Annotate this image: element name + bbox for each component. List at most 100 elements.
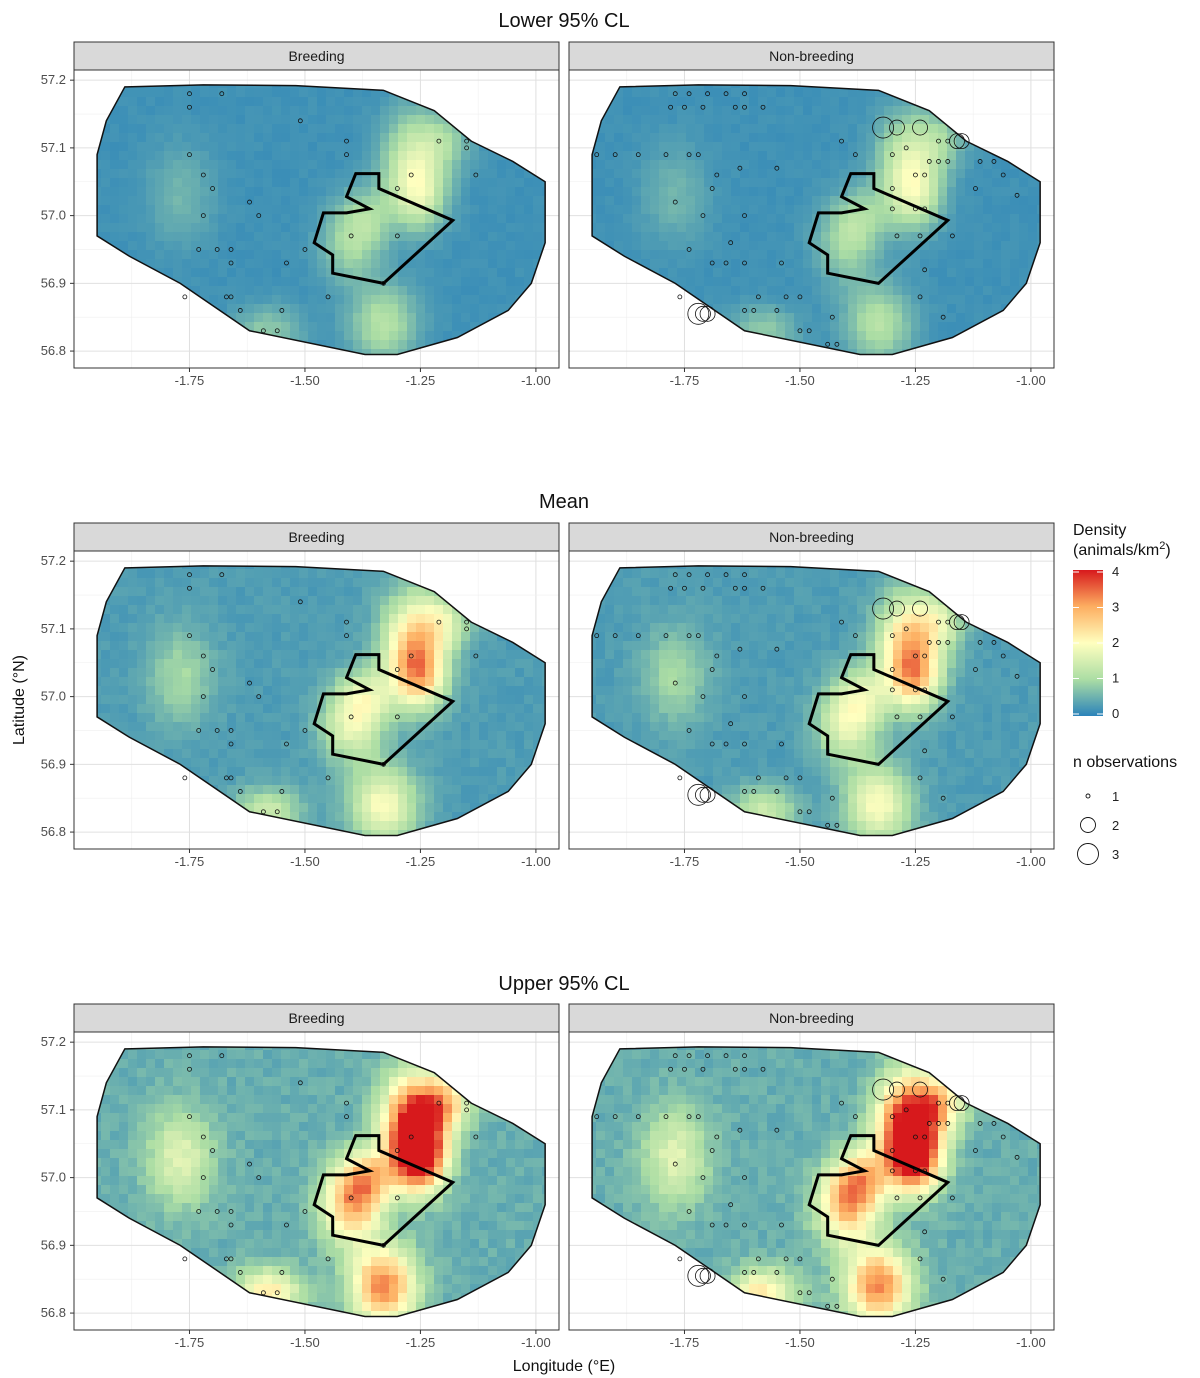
size-legend-items: 1 2 3: [1077, 789, 1119, 865]
observation-point: [256, 213, 262, 219]
observation-point: [394, 714, 400, 720]
observation-point: [709, 1148, 715, 1153]
density-legend: Density (animals/km2) 4 3 2 1 0: [1073, 522, 1171, 721]
observation-point: [196, 1209, 202, 1214]
observation-point: [742, 1066, 747, 1072]
observation-point: [284, 741, 289, 747]
observation-point: [723, 741, 729, 747]
observation-point: [737, 1127, 743, 1133]
density-tick-label: 2: [1112, 635, 1119, 650]
observation-point: [187, 152, 192, 158]
observation-point: [806, 809, 812, 815]
observation-point: [187, 585, 192, 591]
observation-point: [889, 1148, 895, 1153]
observation-point: [247, 1161, 252, 1167]
observation-point: [973, 1148, 978, 1153]
x-tick-label: -1.50: [290, 373, 320, 388]
observation-point: [922, 1168, 928, 1174]
observation-point: [774, 1270, 780, 1275]
observation-point: [612, 1114, 618, 1120]
observation-point: [682, 104, 687, 110]
observation-point: [594, 633, 600, 639]
observation-point: [742, 1222, 747, 1228]
observation-point: [797, 775, 803, 781]
observation-point: [797, 1290, 803, 1296]
observation-point: [344, 1114, 349, 1120]
observation-point: [302, 1209, 308, 1214]
panel-border: [73, 550, 560, 850]
observation-point: [247, 680, 252, 686]
observation-point: [829, 1276, 835, 1282]
observation-point: [872, 597, 894, 620]
observation-point: [774, 789, 780, 794]
observation-point: [473, 1134, 479, 1140]
density-legend-title: Density: [1073, 522, 1126, 539]
observation-point: [732, 1066, 738, 1072]
observation-point: [672, 199, 678, 205]
observation-point: [760, 585, 766, 591]
observation-point: [187, 1114, 192, 1120]
observation-point: [279, 1270, 285, 1275]
observation-point: [922, 267, 928, 273]
observation-point: [663, 1114, 669, 1120]
observation-point: [473, 653, 479, 659]
observation-point: [695, 305, 711, 322]
observation-point: [279, 789, 285, 794]
observation-point: [260, 328, 266, 334]
observation-point: [728, 721, 734, 727]
observation-point: [903, 626, 909, 632]
y-tick-label: 57.2: [41, 72, 66, 87]
y-tick-label: 56.9: [41, 756, 66, 771]
observation-point: [464, 1107, 470, 1113]
observation-point: [922, 687, 928, 693]
density-tick-label: 1: [1112, 671, 1119, 686]
observation-point: [677, 775, 683, 781]
observation-point: [635, 633, 641, 639]
observation-point: [228, 1209, 234, 1214]
observation-point: [344, 138, 349, 144]
observation-point: [945, 159, 951, 164]
observation-point: [755, 294, 761, 300]
observation-point: [224, 294, 229, 300]
observation-point: [940, 795, 946, 801]
observation-points: [182, 91, 479, 334]
observation-point: [889, 633, 895, 639]
observation-point: [672, 572, 678, 578]
observation-point: [187, 1066, 192, 1072]
observation-point: [687, 1264, 710, 1287]
observation-point: [695, 152, 701, 158]
observation-point: [889, 1081, 905, 1098]
size-legend-label: 1: [1112, 789, 1119, 804]
observation-point: [182, 1256, 188, 1262]
y-tick-label: 56.8: [41, 343, 66, 358]
observation-point: [922, 172, 928, 178]
facet-strip: [73, 1003, 560, 1033]
observation-point: [635, 1114, 641, 1120]
observation-point: [1014, 192, 1020, 198]
observation-point: [936, 1121, 941, 1126]
observation-point: [913, 653, 918, 659]
x-tick-label: -1.50: [290, 854, 320, 869]
observation-point: [917, 775, 923, 781]
observation-point: [742, 91, 747, 97]
observation-point: [742, 308, 747, 313]
observation-point: [723, 572, 729, 578]
observation-point: [408, 1134, 414, 1140]
panel-border: [568, 550, 1055, 850]
observation-point: [612, 633, 618, 639]
y-tick-label: 57.1: [41, 1102, 66, 1117]
observation-point: [723, 91, 729, 97]
observation-point: [182, 775, 188, 781]
observation-point: [394, 233, 400, 239]
x-tick-label: -1.00: [521, 854, 551, 869]
observation-points: [182, 1053, 479, 1296]
observation-point: [912, 119, 928, 136]
observation-point: [464, 138, 470, 144]
observation-point: [464, 1100, 470, 1106]
observation-point: [237, 308, 243, 313]
x-tick-label: -1.75: [175, 1335, 205, 1350]
observation-point: [709, 741, 715, 747]
x-tick-label: -1.75: [670, 854, 700, 869]
observation-point: [709, 260, 715, 266]
observation-point: [237, 789, 243, 794]
